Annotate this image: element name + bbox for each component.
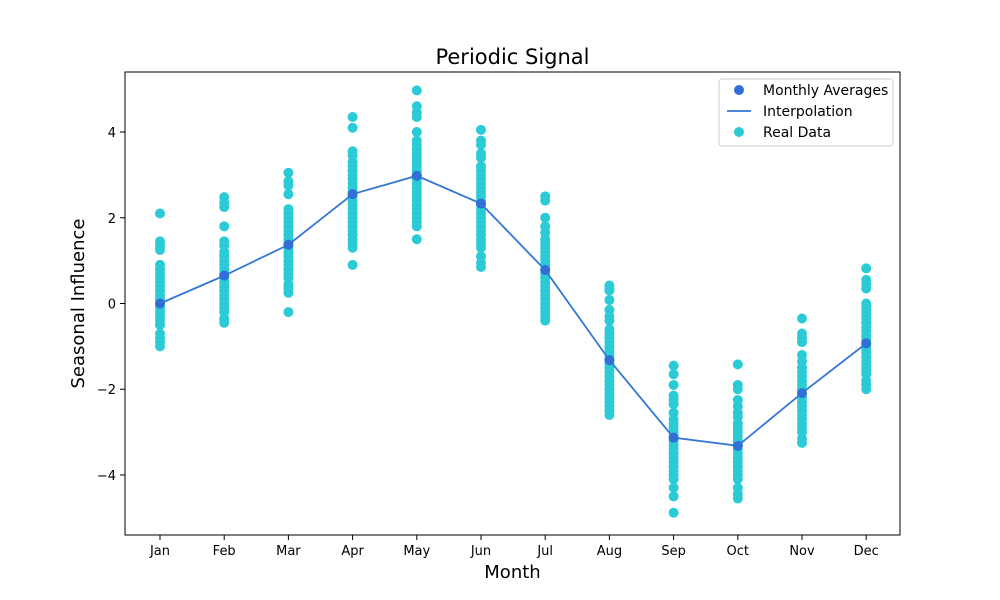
real-data-point-jul-24 [540,315,551,326]
monthly-average-point-dec [861,338,872,349]
legend-marker-real-data [734,127,744,137]
monthly-average-point-mar [283,239,294,250]
real-data-point-sep-24 [668,507,679,518]
y-tick-label-minus-4: −4 [97,469,116,484]
real-data-point-may-4 [411,127,422,138]
real-data-point-sep-5 [668,399,679,410]
real-data-point-oct-0 [732,359,743,370]
monthly-average-point-oct [732,440,743,451]
x-axis-label: Month [484,562,540,583]
real-data-point-may-26 [411,234,422,245]
real-data-point-feb-3 [219,221,230,232]
monthly-average-point-feb [219,270,230,281]
x-tick-label-jul: Jul [536,544,553,559]
monthly-average-points [155,170,872,451]
x-tick-label-oct: Oct [727,544,749,559]
real-data-point-apr-25 [347,259,358,270]
real-data-point-dec-24 [861,384,872,395]
real-data-point-apr-1 [347,122,358,133]
x-tick-label-mar: Mar [276,544,301,559]
real-data-point-sep-1 [668,369,679,380]
legend-label-monthly-averages: Monthly Averages [763,83,888,99]
real-data-point-aug-3 [604,295,615,306]
real-data-point-sep-0 [668,360,679,371]
legend-box [718,78,894,147]
x-tick-label-jan: Jan [149,544,170,559]
real-data-point-nov-3 [797,337,807,348]
y-tick-label-2: 2 [108,212,116,227]
real-data-point-sep-2 [668,379,679,390]
real-data-point-nov-23 [797,437,807,448]
real-data-point-oct-2 [732,384,743,395]
legend-marker-monthly-averages [734,85,744,95]
real-data-point-dec-3 [861,283,872,294]
plot-area [155,85,872,518]
y-tick-label-minus-2: −2 [97,383,116,398]
real-data-point-jan-0 [155,208,165,219]
real-data-point-jun-4 [476,152,486,163]
real-data-point-jun-0 [476,124,486,135]
real-data-point-sep-23 [668,491,679,502]
real-data-point-mar-0 [283,167,294,178]
real-data-points [155,85,872,518]
x-tick-label-aug: Aug [597,544,622,559]
real-data-point-jul-2 [540,212,551,223]
real-data-point-nov-0 [797,313,807,324]
real-data-point-apr-0 [347,112,358,123]
monthly-average-point-jul [540,265,551,276]
monthly-average-point-aug [604,355,615,366]
real-data-point-apr-24 [347,242,358,253]
y-axis-ticks: −4 −2 0 2 4 [97,126,125,484]
interpolation-line [159,174,867,447]
real-data-point-oct-23 [732,493,743,504]
real-data-point-mar-24 [283,307,294,318]
real-data-point-jul-1 [540,195,551,206]
chart-title: Periodic Signal [435,45,589,69]
real-data-point-dec-0 [861,263,872,274]
monthly-average-point-jun [476,198,486,209]
real-data-point-aug-6 [604,315,615,326]
x-tick-label-dec: Dec [854,544,879,559]
monthly-average-point-may [411,170,422,181]
real-data-point-jun-24 [476,242,486,253]
real-data-point-oct-20 [732,474,743,485]
x-tick-label-apr: Apr [341,544,364,559]
real-data-point-may-25 [411,221,422,232]
real-data-point-sep-21 [668,474,679,485]
monthly-average-point-jan [155,298,165,309]
x-tick-label-sep: Sep [661,544,686,559]
real-data-point-jun-2 [476,139,486,150]
real-data-point-may-0 [411,85,422,96]
x-axis-ticks: Jan Feb Mar Apr May Jun Jul Aug Sep Oct Nov Dec [149,535,879,559]
real-data-point-feb-22 [219,317,230,328]
monthly-average-point-sep [668,432,679,443]
real-data-point-jan-18 [155,319,165,330]
real-data-point-mar-2 [283,180,294,191]
monthly-average-point-nov [797,388,807,399]
real-data-point-feb-2 [219,202,230,213]
real-data-point-mar-3 [283,189,294,200]
real-data-point-jan-22 [155,341,165,352]
legend: Monthly Averages Interpolation Real Data [718,78,894,147]
real-data-point-jan-3 [155,244,165,255]
x-tick-label-may: May [403,544,430,559]
x-tick-label-feb: Feb [213,544,236,559]
legend-label-interpolation: Interpolation [763,104,853,120]
legend-label-real-data: Real Data [763,125,831,141]
real-data-point-jun-27 [476,262,486,273]
monthly-average-point-apr [347,189,358,200]
real-data-point-aug-27 [604,409,615,420]
real-data-point-mar-23 [283,287,294,298]
x-tick-label-nov: Nov [789,544,815,559]
y-tick-label-0: 0 [108,298,116,313]
real-data-point-aug-2 [604,285,615,296]
y-tick-label-4: 4 [108,126,116,141]
real-data-point-sep-22 [668,482,679,493]
real-data-point-may-3 [411,112,422,123]
y-axis-label: Seasonal Influence [68,219,89,389]
x-tick-label-jun: Jun [470,544,491,559]
